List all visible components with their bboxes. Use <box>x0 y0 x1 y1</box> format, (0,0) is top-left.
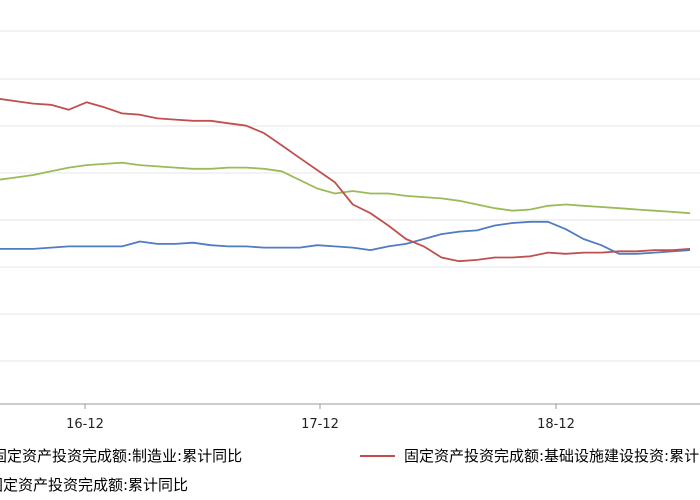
series-line-0 <box>0 220 691 255</box>
x-tick-label: 18-12 <box>537 417 575 432</box>
x-axis-ticks: 16-12 17-12 18-12 <box>66 404 575 432</box>
legend: 固定资产投资完成额:制造业:累计同比 固定资产投资完成额:基础设施建设投资:累计同… <box>0 447 700 494</box>
series-line-2 <box>0 161 691 215</box>
series-line-1 <box>0 98 691 263</box>
legend-label-1: 固定资产投资完成额:基础设施建设投资:累计同比 <box>404 447 700 465</box>
gridlines <box>0 30 700 362</box>
legend-label-0: 固定资产投资完成额:制造业:累计同比 <box>0 447 242 465</box>
series-lines <box>0 98 691 263</box>
legend-label-2: 固定资产投资完成额:累计同比 <box>0 476 188 494</box>
x-tick-label: 17-12 <box>301 417 339 432</box>
x-tick-label: 16-12 <box>66 417 104 432</box>
